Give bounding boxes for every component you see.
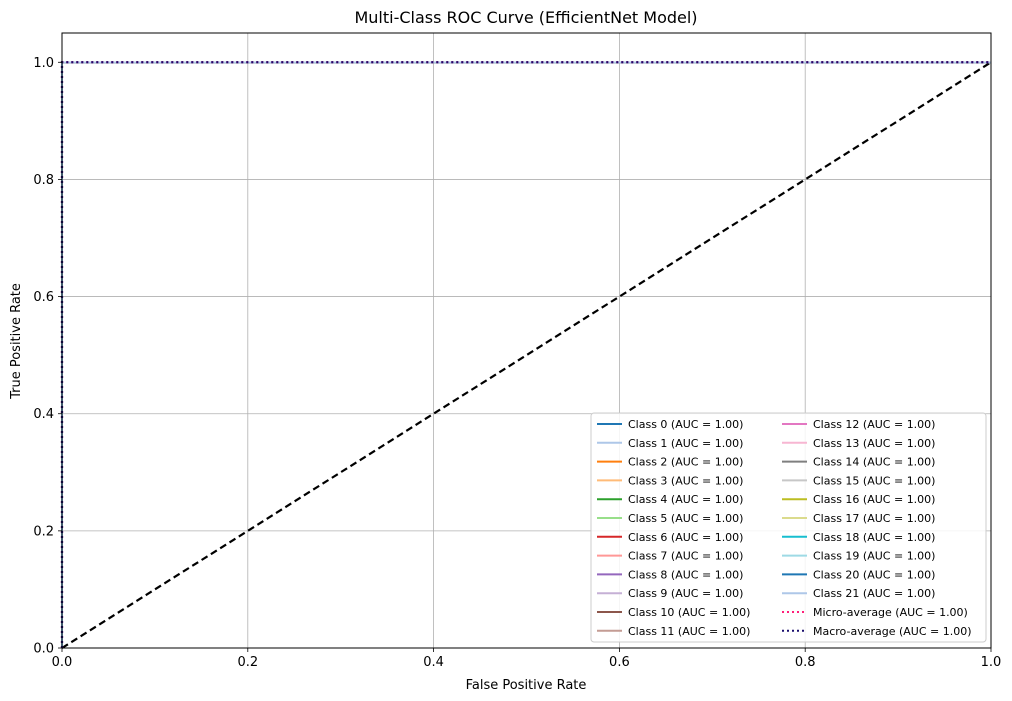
legend-entry-label: Class 15 (AUC = 1.00) <box>813 474 935 487</box>
x-tick-label: 0.0 <box>52 655 73 670</box>
legend-entry-label: Class 12 (AUC = 1.00) <box>813 418 935 431</box>
legend-entry-label: Class 0 (AUC = 1.00) <box>628 418 743 431</box>
legend-entry-label: Class 6 (AUC = 1.00) <box>628 531 743 544</box>
y-axis-label: True Positive Rate <box>9 283 24 400</box>
legend-entry-label: Class 20 (AUC = 1.00) <box>813 568 935 581</box>
legend-entry-label: Class 5 (AUC = 1.00) <box>628 512 743 525</box>
legend-entry-label: Class 10 (AUC = 1.00) <box>628 606 750 619</box>
legend-entry-label: Class 7 (AUC = 1.00) <box>628 550 743 563</box>
legend-entry-label: Macro-average (AUC = 1.00) <box>813 625 972 638</box>
x-tick-label: 0.2 <box>237 655 258 670</box>
legend-entry-label: Class 4 (AUC = 1.00) <box>628 493 743 506</box>
y-tick-label: 0.8 <box>33 173 54 188</box>
legend-box <box>590 412 987 643</box>
x-tick-label: 0.6 <box>609 655 630 670</box>
legend-entry-label: Class 8 (AUC = 1.00) <box>628 568 743 581</box>
y-tick-label: 0.0 <box>33 642 54 657</box>
y-tick-label: 0.2 <box>33 524 54 539</box>
legend-entry-label: Class 2 (AUC = 1.00) <box>628 456 743 469</box>
chart-title: Multi-Class ROC Curve (EfficientNet Mode… <box>354 8 697 27</box>
legend-entry-label: Class 21 (AUC = 1.00) <box>813 587 935 600</box>
axis-ticks: 0.0 0.2 0.4 0.6 0.8 1.0 0.0 0.2 0.4 0.6 0.8 1.0 <box>33 56 1001 670</box>
legend-entry-label: Class 13 (AUC = 1.00) <box>813 437 935 450</box>
grid <box>61 33 992 649</box>
legend-entry-label: Class 16 (AUC = 1.00) <box>813 493 935 506</box>
y-tick-label: 0.4 <box>33 407 54 422</box>
legend-entry-label: Class 17 (AUC = 1.00) <box>813 512 935 525</box>
legend-entry-label: Class 19 (AUC = 1.00) <box>813 550 935 563</box>
x-axis-label: False Positive Rate <box>466 678 587 693</box>
legend-entry-label: Class 18 (AUC = 1.00) <box>813 531 935 544</box>
y-tick-label: 0.6 <box>33 290 54 305</box>
x-tick-label: 0.8 <box>795 655 816 670</box>
legend-entry-label: Class 14 (AUC = 1.00) <box>813 456 935 469</box>
legend-entry-label: Class 9 (AUC = 1.00) <box>628 587 743 600</box>
plot-area-frame <box>61 32 992 649</box>
legend-entry-label: Micro-average (AUC = 1.00) <box>813 606 968 619</box>
legend-entry-label: Class 11 (AUC = 1.00) <box>628 625 750 638</box>
legend: Class 0 (AUC = 1.00) Class 1 (AUC = 1.00)… <box>590 412 987 643</box>
legend-entry-label: Class 3 (AUC = 1.00) <box>628 474 743 487</box>
legend-entry-label: Class 1 (AUC = 1.00) <box>628 437 743 450</box>
y-tick-label: 1.0 <box>33 56 54 71</box>
x-tick-label: 1.0 <box>981 655 1002 670</box>
x-tick-label: 0.4 <box>423 655 444 670</box>
chance-diagonal-line <box>61 61 992 649</box>
